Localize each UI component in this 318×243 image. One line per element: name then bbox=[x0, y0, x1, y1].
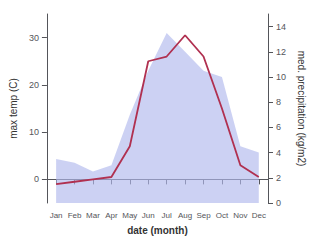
svg-text:4: 4 bbox=[276, 148, 281, 158]
svg-text:Jan: Jan bbox=[50, 211, 63, 220]
svg-text:Oct: Oct bbox=[216, 211, 229, 220]
svg-text:30: 30 bbox=[29, 33, 39, 43]
svg-text:Jul: Jul bbox=[162, 211, 172, 220]
svg-text:max temp (C): max temp (C) bbox=[8, 78, 19, 139]
svg-text:0: 0 bbox=[34, 174, 39, 184]
svg-text:med. precipitation (kg/m2): med. precipitation (kg/m2) bbox=[296, 51, 307, 167]
svg-text:Sep: Sep bbox=[196, 211, 211, 220]
svg-text:May: May bbox=[122, 211, 137, 220]
svg-text:date (month): date (month) bbox=[127, 225, 188, 236]
svg-text:10: 10 bbox=[276, 72, 286, 82]
svg-text:Dec: Dec bbox=[252, 211, 266, 220]
svg-text:Apr: Apr bbox=[105, 211, 118, 220]
svg-text:12: 12 bbox=[276, 47, 286, 57]
svg-text:Jun: Jun bbox=[142, 211, 155, 220]
svg-text:Feb: Feb bbox=[68, 211, 82, 220]
svg-text:10: 10 bbox=[29, 127, 39, 137]
svg-text:0: 0 bbox=[276, 198, 281, 208]
svg-text:Aug: Aug bbox=[178, 211, 192, 220]
svg-text:2: 2 bbox=[276, 173, 281, 183]
svg-text:14: 14 bbox=[276, 22, 286, 32]
svg-text:Nov: Nov bbox=[233, 211, 247, 220]
svg-text:20: 20 bbox=[29, 80, 39, 90]
svg-text:Mar: Mar bbox=[86, 211, 100, 220]
svg-text:8: 8 bbox=[276, 97, 281, 107]
svg-text:6: 6 bbox=[276, 122, 281, 132]
